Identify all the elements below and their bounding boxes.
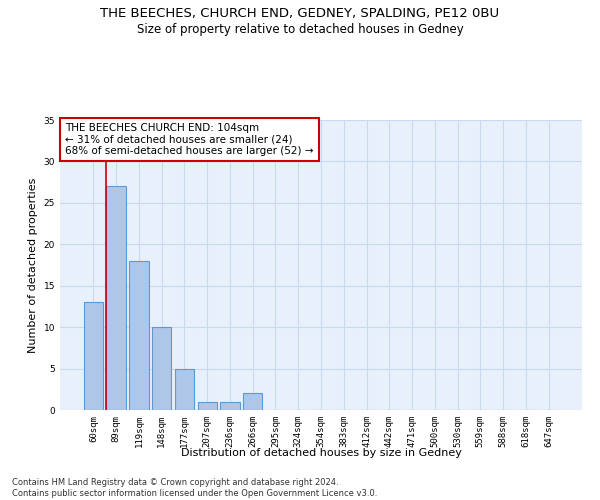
Bar <box>152 327 172 410</box>
Text: Contains HM Land Registry data © Crown copyright and database right 2024.
Contai: Contains HM Land Registry data © Crown c… <box>12 478 377 498</box>
Y-axis label: Number of detached properties: Number of detached properties <box>28 178 38 352</box>
Bar <box>84 302 103 410</box>
Text: THE BEECHES, CHURCH END, GEDNEY, SPALDING, PE12 0BU: THE BEECHES, CHURCH END, GEDNEY, SPALDIN… <box>100 8 500 20</box>
Bar <box>220 402 239 410</box>
Bar <box>129 261 149 410</box>
Text: THE BEECHES CHURCH END: 104sqm
← 31% of detached houses are smaller (24)
68% of : THE BEECHES CHURCH END: 104sqm ← 31% of … <box>65 123 314 156</box>
Bar <box>197 402 217 410</box>
Text: Size of property relative to detached houses in Gedney: Size of property relative to detached ho… <box>137 22 463 36</box>
Bar <box>106 186 126 410</box>
Bar <box>175 368 194 410</box>
Bar <box>243 394 262 410</box>
Text: Distribution of detached houses by size in Gedney: Distribution of detached houses by size … <box>181 448 461 458</box>
